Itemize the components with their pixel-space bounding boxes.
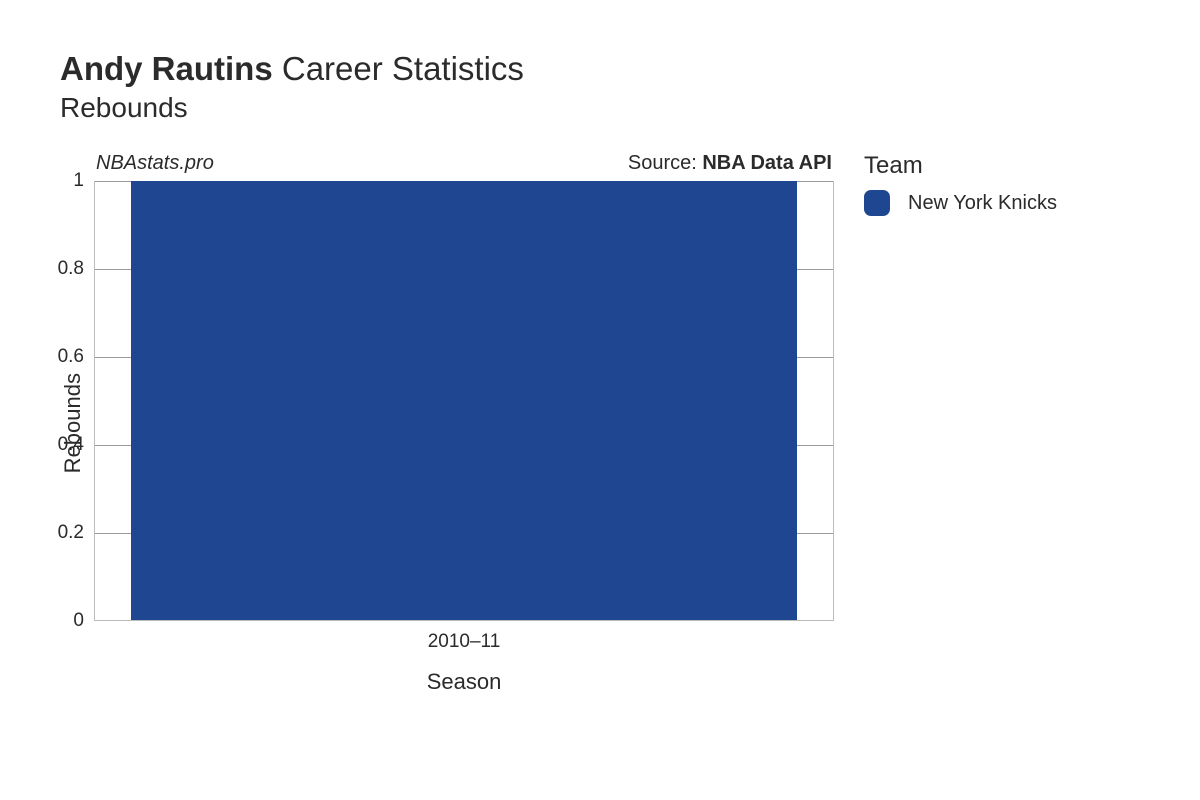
chart-column: NBAstats.pro Source: NBA Data API 00.20.…	[94, 152, 834, 695]
y-tick-label: 0.6	[58, 346, 94, 368]
watermark-text: NBAstats.pro	[96, 152, 214, 175]
axis-spine	[94, 181, 95, 621]
axis-spine	[833, 181, 834, 621]
x-axis-label: Season	[94, 669, 834, 695]
plot-area: 00.20.40.60.812010–11	[94, 181, 834, 621]
legend: Team New York Knicks	[864, 152, 1057, 216]
legend-label: New York Knicks	[908, 192, 1057, 215]
y-axis-label: Rebounds	[60, 373, 86, 473]
title-block: Andy Rautins Career Statistics Rebounds	[60, 50, 1160, 124]
y-tick-label: 1	[73, 170, 94, 192]
source-name: NBA Data API	[702, 152, 832, 174]
legend-title: Team	[864, 152, 1057, 180]
chart-subtitle: Rebounds	[60, 92, 1160, 124]
legend-item: New York Knicks	[864, 190, 1057, 216]
title-suffix: Career Statistics	[273, 50, 524, 87]
x-tick-label: 2010–11	[428, 621, 501, 653]
y-tick-label: 0.8	[58, 258, 94, 280]
source-text: Source: NBA Data API	[628, 152, 832, 175]
y-tick-label: 0.2	[58, 522, 94, 544]
plot-frame: 00.20.40.60.812010–11	[94, 181, 834, 621]
y-tick-label: 0.4	[58, 434, 94, 456]
source-prefix: Source:	[628, 152, 702, 174]
chart-title: Andy Rautins Career Statistics	[60, 50, 1160, 88]
title-player-name: Andy Rautins	[60, 50, 273, 87]
annotation-row: NBAstats.pro Source: NBA Data API	[94, 152, 834, 175]
bar	[131, 181, 797, 621]
legend-swatch	[864, 190, 890, 216]
axis-spine	[94, 620, 834, 621]
chart-container: Andy Rautins Career Statistics Rebounds …	[0, 0, 1200, 800]
plot-region: Rebounds NBAstats.pro Source: NBA Data A…	[60, 152, 1160, 695]
y-tick-label: 0	[73, 610, 94, 632]
